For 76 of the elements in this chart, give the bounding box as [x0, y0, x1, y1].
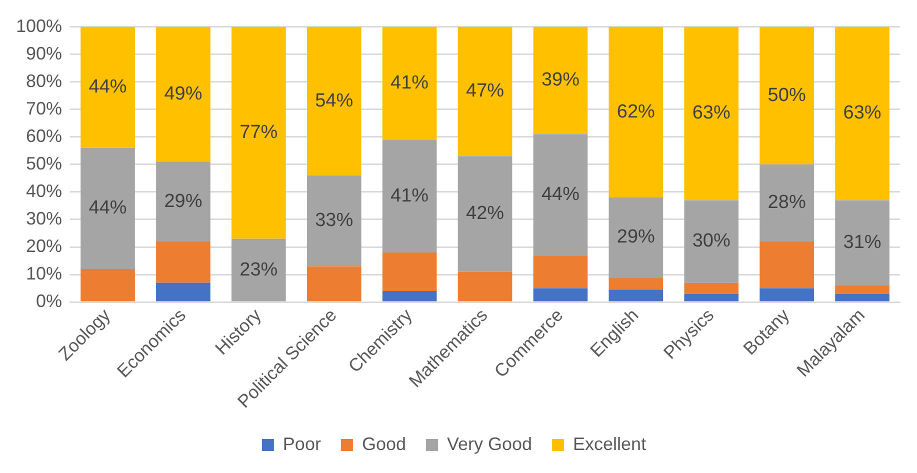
y-tick-label: 40% — [26, 180, 62, 201]
bar — [156, 241, 210, 283]
data-label: 31% — [843, 232, 882, 254]
bar — [306, 175, 362, 266]
y-tick-label: 90% — [26, 43, 62, 64]
bar — [608, 290, 664, 302]
y-tick-label: 80% — [26, 70, 62, 91]
y-tick-label: 20% — [26, 236, 62, 256]
bar — [458, 26, 512, 156]
bar — [306, 26, 362, 176]
data-label: 63% — [692, 102, 730, 124]
bar — [533, 288, 588, 302]
y-tick-label: 0% — [36, 291, 62, 312]
bar — [382, 26, 437, 140]
bar — [835, 200, 890, 286]
legend-label: Poor — [282, 434, 321, 454]
data-label: 44% — [541, 184, 580, 205]
bar — [760, 288, 814, 302]
data-label: 33% — [315, 210, 354, 232]
bar — [684, 26, 739, 200]
bar — [608, 277, 664, 290]
data-label: 77% — [240, 122, 278, 144]
y-tick-label: 100% — [16, 16, 62, 36]
data-label: 47% — [466, 80, 504, 102]
bar — [80, 26, 135, 148]
bar — [382, 140, 437, 253]
legend-label: Excellent — [573, 434, 646, 454]
bar — [533, 26, 588, 134]
data-label: 29% — [616, 226, 656, 248]
bar — [80, 148, 135, 270]
legend-label: Very Good — [446, 434, 532, 454]
bar — [458, 272, 512, 302]
bar — [232, 26, 286, 239]
bar — [684, 200, 739, 283]
data-label: 23% — [240, 259, 278, 280]
bar — [835, 294, 890, 302]
bar — [458, 156, 512, 272]
data-label: 54% — [315, 90, 354, 112]
bar — [382, 252, 437, 292]
data-label: 62% — [616, 101, 656, 122]
y-tick-label: 70% — [26, 98, 62, 118]
data-label: 63% — [843, 102, 882, 124]
data-label: 30% — [692, 230, 730, 252]
bar — [533, 255, 588, 288]
data-label: 49% — [164, 83, 202, 104]
bar — [835, 286, 890, 294]
data-label: 41% — [390, 185, 429, 206]
data-label: 39% — [541, 70, 580, 91]
bar — [835, 26, 890, 200]
data-label: 44% — [88, 76, 127, 98]
bar — [533, 134, 588, 256]
legend-label: Good — [362, 434, 406, 454]
data-label: 41% — [390, 72, 429, 94]
bar — [760, 164, 814, 242]
bar — [760, 241, 814, 288]
data-label: 50% — [768, 84, 806, 106]
bar — [760, 26, 814, 164]
bar — [608, 197, 664, 278]
y-tick-label: 60% — [26, 126, 62, 146]
bar — [684, 282, 739, 294]
bar — [80, 269, 135, 302]
bar — [232, 238, 286, 302]
data-label: 28% — [768, 192, 806, 214]
data-label: 42% — [466, 203, 504, 224]
bar — [382, 291, 437, 302]
bar — [156, 162, 210, 242]
y-tick-label: 50% — [26, 153, 62, 174]
bar — [608, 26, 664, 198]
y-tick-label: 30% — [26, 208, 62, 228]
data-label: 29% — [164, 190, 202, 212]
y-tick-label: 10% — [26, 263, 62, 284]
data-label: 44% — [88, 198, 127, 219]
bar — [156, 282, 210, 302]
bar — [306, 266, 362, 302]
bar — [684, 294, 739, 302]
bar — [156, 26, 210, 162]
